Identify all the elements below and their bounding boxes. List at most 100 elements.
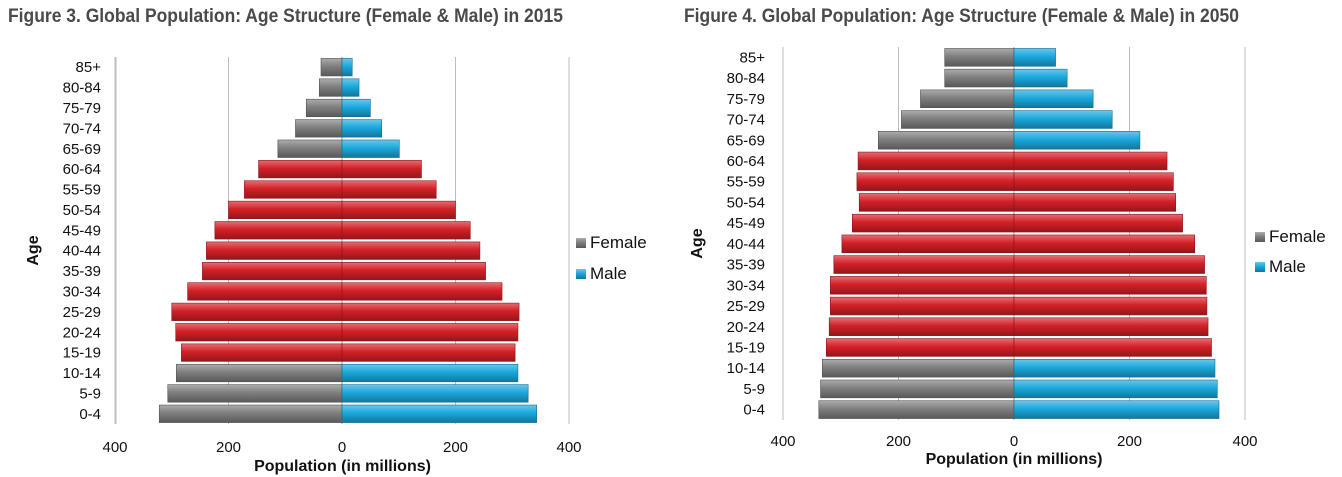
bar-male-30-34 — [1013, 276, 1207, 295]
bar-female-70-74 — [295, 119, 343, 138]
x-tick-label: 400 — [556, 439, 581, 456]
x-axis-label: Population (in millions) — [926, 451, 1103, 468]
bar-female-20-24 — [828, 317, 1015, 336]
bar-female-55-59 — [244, 180, 343, 199]
bar-male-65-69 — [341, 139, 400, 158]
bar-male-45-49 — [1013, 213, 1183, 233]
legend-female-label: Female — [590, 233, 647, 252]
age-tick-label: 40-44 — [63, 243, 101, 260]
bar-female-35-39 — [202, 262, 343, 281]
age-tick-label: 60-64 — [727, 153, 765, 170]
bar-female-60-64 — [258, 160, 343, 179]
age-tick-label: 5-9 — [743, 381, 765, 398]
bar-male-75-79 — [1013, 89, 1094, 109]
bar-female-85+ — [320, 58, 343, 77]
figure-3-title: Figure 3. Global Population: Age Structu… — [8, 6, 563, 27]
age-tick-label: 50-54 — [727, 194, 765, 211]
legend-female-swatch — [1255, 232, 1265, 242]
bar-male-40-44 — [341, 241, 481, 260]
x-tick-label: 400 — [1232, 433, 1257, 450]
age-tick-label: 70-74 — [63, 120, 101, 137]
bar-male-75-79 — [341, 98, 371, 118]
bar-male-15-19 — [1013, 338, 1212, 357]
bar-female-85+ — [944, 48, 1015, 67]
age-tick-label: 25-29 — [727, 298, 765, 315]
x-tick-label: 200 — [886, 433, 911, 450]
age-tick-label: 65-69 — [727, 132, 765, 149]
bar-male-25-29 — [341, 302, 520, 321]
bar-female-65-69 — [277, 139, 343, 158]
x-tick-label: 200 — [443, 439, 468, 456]
bar-female-35-39 — [833, 255, 1015, 274]
bar-female-80-84 — [944, 68, 1015, 88]
bar-female-25-29 — [830, 296, 1015, 316]
bar-female-10-14 — [175, 363, 343, 383]
bar-female-50-54 — [858, 193, 1015, 212]
bar-male-5-9 — [1013, 379, 1218, 399]
bar-male-45-49 — [341, 221, 471, 240]
bar-female-5-9 — [820, 379, 1015, 399]
age-tick-label: 60-64 — [63, 161, 101, 178]
bar-female-0-4 — [818, 400, 1015, 419]
bar-female-15-19 — [826, 338, 1015, 357]
bar-female-80-84 — [318, 78, 343, 97]
bar-female-65-69 — [877, 131, 1015, 150]
age-tick-label: 35-39 — [727, 257, 765, 274]
age-tick-label: 10-14 — [727, 360, 765, 377]
age-tick-label: 40-44 — [727, 236, 765, 253]
bar-female-50-54 — [228, 200, 343, 219]
y-axis-label: Age — [689, 228, 706, 258]
age-tick-label: 55-59 — [63, 182, 101, 199]
figure-4-title: Figure 4. Global Population: Age Structu… — [684, 6, 1239, 27]
bar-female-45-49 — [851, 213, 1015, 233]
age-tick-label: 65-69 — [63, 141, 101, 158]
x-axis-label: Population (in millions) — [254, 458, 431, 475]
age-tick-label: 35-39 — [63, 263, 101, 280]
bar-female-40-44 — [206, 241, 343, 260]
bar-male-15-19 — [341, 343, 516, 362]
age-tick-label: 30-34 — [727, 277, 765, 294]
x-tick-label: 200 — [1117, 433, 1142, 450]
x-tick-label: 400 — [770, 433, 795, 450]
age-tick-label: 55-59 — [727, 174, 765, 191]
legend-male-label: Male — [1269, 257, 1306, 276]
bar-male-0-4 — [341, 404, 537, 423]
figure-4-chart: 0-4 5-9 10-14 15-19 20-24 25-29 30-34 35-39 40-4… — [689, 47, 1326, 468]
age-tick-label: 5-9 — [79, 385, 101, 402]
bar-female-15-19 — [181, 343, 343, 362]
figure-3-chart: 0-4 5-9 10-14 15-19 20-24 25-29 30-34 35-39 40-4… — [25, 57, 647, 475]
x-tick-label: 400 — [102, 439, 127, 456]
bar-male-25-29 — [1013, 296, 1208, 316]
age-tick-label: 0-4 — [79, 406, 101, 423]
age-tick-label: 0-4 — [743, 402, 765, 419]
bar-female-40-44 — [841, 234, 1015, 254]
age-tick-label: 80-84 — [727, 70, 765, 87]
bar-male-10-14 — [1013, 358, 1216, 378]
bar-male-55-59 — [1013, 172, 1174, 191]
bar-female-60-64 — [857, 151, 1015, 171]
age-tick-label: 45-49 — [63, 222, 101, 239]
bar-male-20-24 — [341, 323, 519, 342]
bar-male-85+ — [1013, 48, 1056, 67]
bar-male-80-84 — [341, 78, 360, 97]
x-tick-label: 0 — [1010, 433, 1018, 450]
age-tick-label: 20-24 — [63, 324, 101, 341]
bar-female-75-79 — [920, 89, 1015, 109]
age-tick-label: 75-79 — [63, 100, 101, 117]
bar-male-20-24 — [1013, 317, 1209, 336]
age-tick-label: 20-24 — [727, 319, 765, 336]
age-tick-label: 45-49 — [727, 215, 765, 232]
bar-male-50-54 — [341, 200, 456, 219]
x-tick-label: 200 — [216, 439, 241, 456]
age-tick-label: 15-19 — [727, 339, 765, 356]
bar-female-20-24 — [175, 323, 343, 342]
bar-male-70-74 — [1013, 110, 1113, 129]
age-tick-label: 75-79 — [727, 91, 765, 108]
age-tick-label: 10-14 — [63, 365, 101, 382]
age-tick-label: 30-34 — [63, 283, 101, 300]
bar-male-55-59 — [341, 180, 437, 199]
bar-male-50-54 — [1013, 193, 1176, 212]
legend-male-swatch — [1255, 262, 1265, 272]
bar-male-40-44 — [1013, 234, 1196, 254]
